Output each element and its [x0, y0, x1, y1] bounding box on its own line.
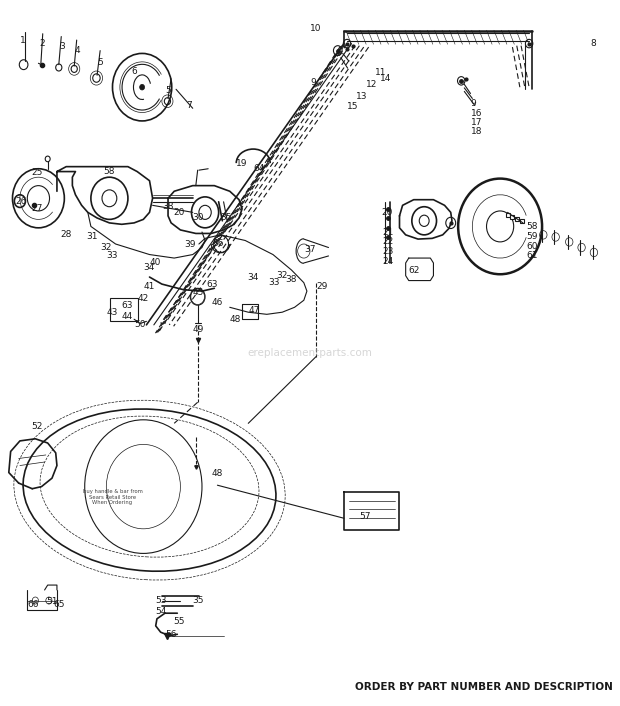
Text: 50: 50: [134, 321, 146, 330]
Text: 41: 41: [143, 282, 155, 291]
Text: 29: 29: [316, 282, 327, 291]
Text: 33: 33: [106, 251, 118, 261]
Text: 32: 32: [276, 271, 288, 280]
Text: 58: 58: [526, 222, 538, 231]
Text: 25: 25: [31, 169, 42, 177]
Text: ORDER BY PART NUMBER AND DESCRIPTION: ORDER BY PART NUMBER AND DESCRIPTION: [355, 682, 613, 692]
Text: 13: 13: [356, 92, 368, 101]
Text: 65: 65: [54, 599, 65, 609]
Text: 59: 59: [526, 232, 538, 241]
Text: 35: 35: [193, 596, 204, 605]
Text: 34: 34: [143, 263, 155, 272]
Text: 1: 1: [20, 35, 25, 44]
Text: 20: 20: [381, 208, 392, 217]
Text: 63: 63: [206, 280, 218, 289]
Text: 4: 4: [74, 46, 80, 55]
Text: 38: 38: [162, 202, 174, 211]
Text: buy handle & bar from
Sears Retail Store
When Ordering: buy handle & bar from Sears Retail Store…: [82, 489, 143, 505]
Text: 45: 45: [193, 288, 204, 297]
Text: 9: 9: [310, 78, 316, 87]
Text: 38: 38: [285, 275, 297, 284]
Text: 8: 8: [591, 39, 596, 48]
Text: 21: 21: [383, 227, 394, 237]
Text: 60: 60: [526, 241, 538, 251]
Text: 6: 6: [131, 67, 137, 76]
Text: 51: 51: [46, 597, 57, 606]
Text: 15: 15: [347, 102, 358, 112]
Text: 11: 11: [375, 68, 386, 77]
Text: 5: 5: [165, 86, 171, 95]
Text: 14: 14: [379, 74, 391, 83]
Text: 28: 28: [60, 230, 71, 239]
Text: 2: 2: [40, 39, 45, 48]
Text: 40: 40: [149, 258, 161, 268]
Text: 52: 52: [31, 422, 42, 431]
Text: 61: 61: [526, 251, 538, 261]
Text: 49: 49: [193, 325, 204, 334]
Text: 7: 7: [187, 101, 192, 110]
Text: 31: 31: [87, 232, 98, 241]
Text: ereplacementparts.com: ereplacementparts.com: [247, 348, 373, 358]
Text: 33: 33: [268, 278, 280, 287]
Text: 22: 22: [383, 237, 394, 246]
Text: 66: 66: [27, 599, 39, 609]
Text: 46: 46: [211, 298, 223, 307]
Text: 36: 36: [213, 239, 224, 248]
Text: 48: 48: [230, 315, 241, 324]
Text: 63: 63: [122, 301, 133, 311]
Text: 16: 16: [471, 109, 482, 119]
Text: 43: 43: [106, 308, 118, 317]
Text: 23: 23: [383, 246, 394, 256]
Text: 64: 64: [253, 164, 265, 173]
Text: 44: 44: [122, 312, 133, 321]
Text: 9: 9: [471, 99, 476, 108]
Text: 42: 42: [137, 294, 148, 303]
Text: 12: 12: [366, 80, 377, 89]
Text: 27: 27: [31, 204, 42, 213]
Text: 56: 56: [165, 630, 177, 639]
Text: 3: 3: [59, 42, 64, 51]
Text: 47: 47: [248, 306, 260, 316]
Text: 24: 24: [383, 257, 394, 266]
Text: 32: 32: [100, 243, 112, 252]
Text: 10: 10: [310, 23, 322, 32]
Text: 5: 5: [97, 58, 103, 67]
Text: 18: 18: [471, 127, 482, 136]
Text: 26: 26: [15, 197, 26, 206]
Text: 55: 55: [173, 617, 185, 626]
Text: 35: 35: [221, 213, 232, 222]
Text: 48: 48: [211, 469, 223, 479]
Text: 17: 17: [471, 118, 482, 127]
Text: 62: 62: [409, 265, 420, 275]
Circle shape: [140, 85, 144, 90]
Text: 39: 39: [184, 239, 195, 249]
Text: 54: 54: [156, 606, 167, 616]
Text: 37: 37: [304, 245, 316, 254]
Text: 53: 53: [156, 596, 167, 605]
Text: 58: 58: [104, 167, 115, 176]
Text: 57: 57: [360, 512, 371, 520]
Text: 34: 34: [247, 273, 259, 282]
Text: 19: 19: [236, 159, 247, 167]
Text: 20: 20: [173, 208, 184, 217]
Text: 30: 30: [193, 213, 204, 222]
